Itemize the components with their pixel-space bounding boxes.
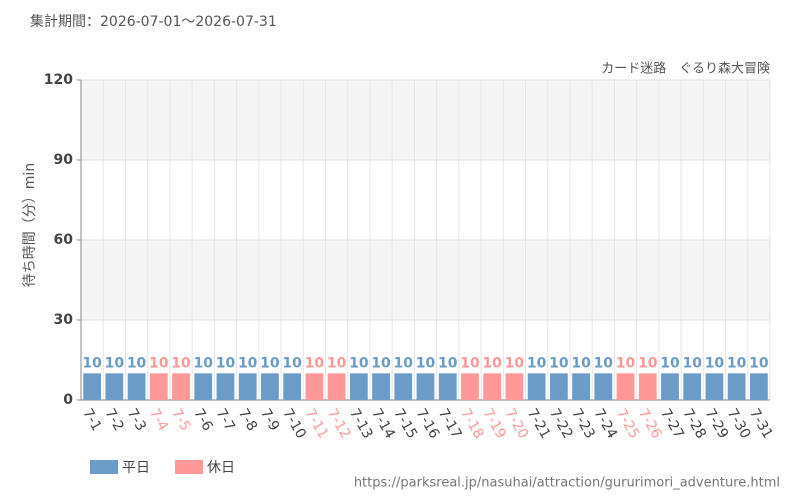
- legend-label: 平日: [122, 460, 150, 476]
- y-tick-label: 30: [54, 312, 74, 328]
- bar: [238, 373, 257, 400]
- grid-band: [81, 80, 770, 160]
- y-tick-label: 0: [63, 392, 73, 408]
- bar: [505, 373, 524, 400]
- chart-subtitle: カード迷路 ぐるり森大冒険: [601, 61, 770, 77]
- bar: [283, 373, 302, 400]
- value-label: 10: [594, 355, 614, 371]
- value-label: 10: [327, 355, 347, 371]
- value-label: 10: [238, 355, 258, 371]
- y-tick-label: 120: [44, 72, 73, 88]
- value-label: 10: [549, 355, 569, 371]
- bar: [549, 373, 568, 400]
- value-label: 10: [727, 355, 747, 371]
- bar: [638, 373, 657, 400]
- bar: [83, 373, 102, 400]
- legend-label: 休日: [207, 460, 235, 476]
- bar: [372, 373, 390, 400]
- y-axis-label: 待ち時間（分）min: [22, 163, 38, 287]
- bar: [705, 373, 724, 400]
- value-label: 10: [149, 355, 169, 371]
- value-label: 10: [638, 355, 658, 371]
- bar: [572, 373, 590, 400]
- bar: [749, 373, 768, 400]
- value-label: 10: [371, 355, 391, 371]
- bar: [194, 373, 213, 400]
- bar: [305, 373, 324, 400]
- value-label: 10: [305, 355, 325, 371]
- value-label: 10: [349, 355, 369, 371]
- bar: [616, 373, 635, 400]
- bar: [461, 373, 479, 400]
- value-label: 10: [749, 355, 769, 371]
- value-label: 10: [127, 355, 147, 371]
- bar: [172, 373, 190, 400]
- bar: [149, 373, 168, 400]
- value-label: 10: [571, 355, 591, 371]
- value-label: 10: [660, 355, 680, 371]
- value-label: 10: [416, 355, 436, 371]
- y-tick-label: 90: [54, 152, 74, 168]
- y-tick-label: 60: [54, 232, 74, 248]
- x-tick-label: 7-8: [235, 406, 260, 434]
- value-label: 10: [482, 355, 502, 371]
- source-url: https://parksreal.jp/nasuhai/attraction/…: [354, 476, 780, 491]
- bar: [683, 373, 702, 400]
- bar: [661, 373, 679, 400]
- bar: [483, 373, 502, 400]
- bar: [727, 373, 746, 400]
- x-tick-label: 7-3: [124, 406, 149, 434]
- x-tick-label: 7-31: [746, 406, 776, 442]
- value-label: 10: [527, 355, 547, 371]
- bar: [594, 373, 613, 400]
- value-label: 10: [82, 355, 102, 371]
- bar: [127, 373, 146, 400]
- legend-swatch: [175, 460, 203, 474]
- x-tick-label: 7-9: [257, 406, 282, 434]
- value-label: 10: [460, 355, 480, 371]
- bar: [216, 373, 235, 400]
- value-label: 10: [282, 355, 302, 371]
- x-tick-label: 7-2: [101, 406, 126, 434]
- bar: [527, 373, 546, 400]
- x-tick-label: 7-4: [146, 406, 171, 434]
- bar: [394, 373, 413, 400]
- value-label: 10: [193, 355, 213, 371]
- chart-title: 集計期間：2026-07-01～2026-07-31: [30, 13, 277, 30]
- value-label: 10: [394, 355, 414, 371]
- x-tick-label: 7-6: [190, 406, 215, 434]
- value-label: 10: [260, 355, 280, 371]
- x-tick-label: 7-5: [168, 406, 193, 434]
- bar: [438, 373, 457, 400]
- value-label: 10: [105, 355, 125, 371]
- value-label: 10: [616, 355, 636, 371]
- bar: [105, 373, 124, 400]
- bar: [261, 373, 279, 400]
- value-label: 10: [216, 355, 236, 371]
- bar: [349, 373, 368, 400]
- bar: [327, 373, 346, 400]
- grid-band: [81, 240, 770, 320]
- value-label: 10: [705, 355, 725, 371]
- value-label: 10: [505, 355, 525, 371]
- value-label: 10: [171, 355, 191, 371]
- value-label: 10: [438, 355, 458, 371]
- value-label: 10: [682, 355, 702, 371]
- bar: [416, 373, 435, 400]
- legend-swatch: [90, 460, 118, 474]
- x-tick-label: 7-1: [79, 406, 104, 434]
- x-tick-label: 7-7: [213, 406, 238, 434]
